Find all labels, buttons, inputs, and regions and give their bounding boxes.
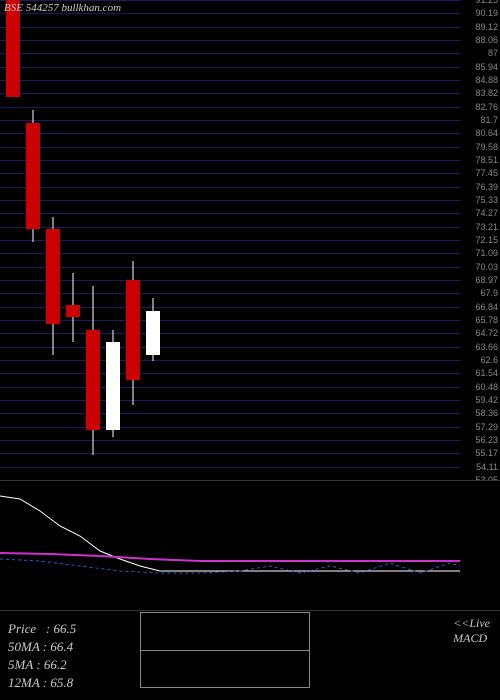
candle — [146, 0, 160, 480]
info-box — [140, 612, 310, 688]
candle — [46, 0, 60, 480]
price-tick: 68.97 — [475, 275, 498, 285]
price-tick: 65.78 — [475, 315, 498, 325]
price-axis: 91.25 90.19 89.12 88.06 87 85.94 84.88 83.82 82.… — [460, 0, 500, 480]
price-value: 66.5 — [54, 621, 77, 636]
candle — [6, 0, 20, 480]
price-tick: 90.19 — [475, 8, 498, 18]
ma50-value: 66.4 — [50, 639, 73, 654]
price-tick: 58.36 — [475, 408, 498, 418]
price-tick: 75.33 — [475, 195, 498, 205]
live-label: <<Live — [453, 616, 490, 631]
price-tick: 87 — [488, 48, 498, 58]
price-tick: 70.03 — [475, 262, 498, 272]
price-tick: 63.66 — [475, 342, 498, 352]
price-tick: 89.12 — [475, 22, 498, 32]
macd-indicator — [0, 480, 500, 610]
price-tick: 78.51 — [475, 155, 498, 165]
price-tick: 72.15 — [475, 235, 498, 245]
live-macd-label: <<Live MACD — [453, 616, 490, 646]
price-tick: 73.21 — [475, 222, 498, 232]
ma12-label: 12MA — [8, 675, 40, 690]
price-tick: 76.39 — [475, 182, 498, 192]
price-tick: 66.84 — [475, 302, 498, 312]
price-tick: 91.25 — [475, 0, 498, 5]
price-tick: 82.76 — [475, 102, 498, 112]
price-tick: 54.11 — [476, 462, 498, 472]
price-tick: 59.42 — [475, 395, 498, 405]
candle — [66, 0, 80, 480]
indicator-line-fast — [0, 496, 460, 571]
price-tick: 60.48 — [475, 382, 498, 392]
price-tick: 79.58 — [475, 142, 498, 152]
price-tick: 74.27 — [475, 208, 498, 218]
price-tick: 77.45 — [475, 168, 498, 178]
price-tick: 55.17 — [475, 448, 498, 458]
macd-label: MACD — [453, 631, 490, 646]
price-tick: 83.82 — [475, 88, 498, 98]
candle — [126, 0, 140, 480]
ma5-value: 66.2 — [44, 657, 67, 672]
price-tick: 88.06 — [475, 35, 498, 45]
candle — [26, 0, 40, 480]
price-tick: 71.09 — [475, 248, 498, 258]
price-tick: 84.88 — [475, 75, 498, 85]
ma12-value: 65.8 — [50, 675, 73, 690]
ma5-label: 5MA — [8, 657, 33, 672]
price-tick: 80.64 — [475, 128, 498, 138]
chart-title: BSE 544257 bullkhan.com — [4, 2, 121, 14]
indicator-line-signal — [0, 553, 460, 561]
price-label: Price — [8, 621, 36, 636]
price-tick: 61.54 — [475, 368, 498, 378]
candle — [106, 0, 120, 480]
price-tick: 57.29 — [475, 422, 498, 432]
price-chart: BSE 544257 bullkhan.com — [0, 0, 460, 480]
price-tick: 85.94 — [475, 62, 498, 72]
price-tick: 81.7 — [480, 115, 498, 125]
candle — [86, 0, 100, 480]
price-tick: 56.23 — [475, 435, 498, 445]
price-tick: 64.72 — [475, 328, 498, 338]
price-tick: 67.9 — [480, 288, 498, 298]
ma50-label: 50MA — [8, 639, 40, 654]
price-tick: 62.6 — [480, 355, 498, 365]
